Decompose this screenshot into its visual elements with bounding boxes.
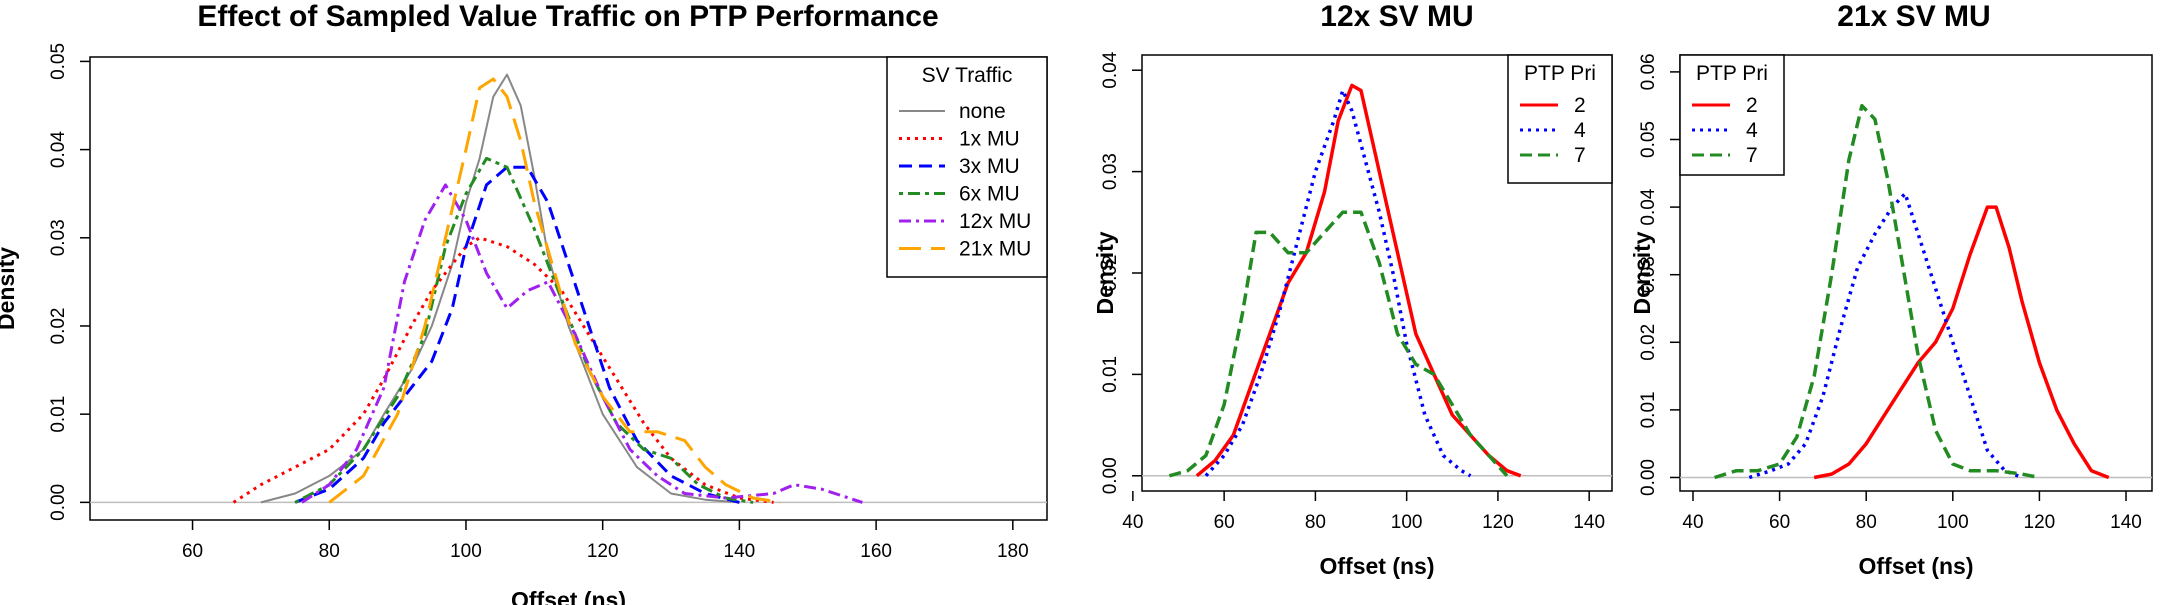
legend-label: 7: [1746, 144, 1758, 167]
legend-label: 2: [1574, 94, 1586, 117]
chart-panel-1: Effect of Sampled Value Traffic on PTP P…: [0, 0, 1048, 605]
y-tick-label: 0.01: [1638, 391, 1659, 428]
x-tick-label: 180: [997, 541, 1029, 562]
x-tick-label: 140: [724, 541, 756, 562]
legend-label: 4: [1746, 119, 1758, 142]
series-line-4: [1204, 88, 1472, 478]
y-tick-label: 0.03: [1100, 153, 1121, 190]
y-tick-label: 0.00: [48, 484, 69, 521]
legend-label: 3x MU: [959, 155, 1020, 178]
x-tick-label: 60: [1769, 512, 1790, 533]
chart-panel-3: 21x SV MU 40 60 80 100 120 140 0.00 0.01 0.02 0.03…: [1629, 0, 2153, 579]
y-tick-label: 0.01: [1100, 356, 1121, 393]
chart-title: 21x SV MU: [1837, 0, 1990, 33]
series-line-4: [1748, 191, 2023, 480]
legend-box: [1507, 54, 1613, 184]
legend: PTP Pri 247: [1507, 54, 1613, 184]
x-tick-label: 140: [1573, 512, 1605, 533]
y-tick-label: 0.03: [48, 219, 69, 256]
x-tick-label: 80: [1856, 512, 1877, 533]
x-axis-label: Offset (ns): [1320, 553, 1435, 579]
x-tick-label: 120: [1482, 512, 1514, 533]
y-tick-label: 0.02: [1100, 255, 1121, 292]
series-line-2: [1195, 83, 1522, 478]
x-tick-label: 60: [1214, 512, 1235, 533]
series-line-7: [1714, 103, 2040, 480]
legend-label: 6x MU: [959, 183, 1020, 206]
plot-frame: [1679, 54, 2153, 492]
legend-title: SV Traffic: [922, 64, 1013, 87]
series-line-3x-mu: [294, 165, 740, 504]
x-tick-label: 40: [1122, 512, 1143, 533]
x-tick-label: 120: [2024, 512, 2056, 533]
plot-frame: [89, 56, 1048, 521]
x-axis-label: Offset (ns): [1859, 553, 1974, 579]
x-tick-label: 100: [1391, 512, 1423, 533]
y-tick-label: 0.05: [48, 43, 69, 80]
series-line-21x-mu: [328, 77, 781, 504]
chart-title: Effect of Sampled Value Traffic on PTP P…: [197, 0, 938, 33]
legend-title: PTP Pri: [1524, 62, 1596, 85]
chart-panel-2: 12x SV MU 40 60 80 100 120 140 0.00 0.01 0.02 0.03…: [1092, 0, 1613, 579]
chart-title: 12x SV MU: [1320, 0, 1473, 33]
y-axis-label: Density: [1092, 231, 1118, 314]
x-tick-label: 160: [860, 541, 892, 562]
y-tick-label: 0.05: [1638, 121, 1659, 158]
legend-box: [886, 56, 1048, 278]
legend: PTP Pri 247: [1679, 54, 1785, 176]
x-tick-label: 80: [319, 541, 340, 562]
series-line-7: [1168, 210, 1509, 478]
x-tick-label: 60: [182, 541, 203, 562]
x-axis-label: Offset (ns): [511, 587, 626, 605]
legend-label: 1x MU: [959, 128, 1020, 151]
y-tick-label: 0.04: [1638, 188, 1659, 225]
y-tick-label: 0.00: [1638, 459, 1659, 496]
legend: SV Traffic none 1x MU 3x MU 6x MU 12x MU 21x M…: [886, 56, 1048, 278]
y-tick-label: 0.01: [48, 396, 69, 433]
y-tick-label: 0.02: [48, 307, 69, 344]
series-line-6x-mu: [294, 156, 754, 504]
series-line-2: [1813, 205, 2110, 480]
y-tick-label: 0.03: [1638, 256, 1659, 293]
legend-label: 7: [1574, 144, 1586, 167]
x-tick-label: 100: [1937, 512, 1969, 533]
y-axis-label: Density: [1629, 231, 1655, 314]
series-line-none: [260, 73, 740, 504]
legend-label: 12x MU: [959, 210, 1031, 233]
legend-label: 2: [1746, 94, 1758, 117]
x-tick-label: 120: [587, 541, 619, 562]
y-axis-label: Density: [0, 247, 19, 330]
y-tick-label: 0.04: [48, 131, 69, 168]
legend-label: 4: [1574, 119, 1586, 142]
series-line-12x-mu: [301, 183, 863, 504]
y-tick-label: 0.04: [1100, 51, 1121, 88]
legend-label: 21x MU: [959, 238, 1031, 261]
x-tick-label: 80: [1305, 512, 1326, 533]
y-tick-label: 0.06: [1638, 53, 1659, 90]
legend-label: none: [959, 100, 1006, 123]
x-tick-label: 100: [450, 541, 482, 562]
x-tick-label: 140: [2110, 512, 2142, 533]
y-tick-label: 0.00: [1100, 457, 1121, 494]
series-line-1x-mu: [232, 236, 774, 504]
x-tick-label: 40: [1682, 512, 1703, 533]
y-tick-label: 0.02: [1638, 324, 1659, 361]
legend-title: PTP Pri: [1696, 62, 1768, 85]
